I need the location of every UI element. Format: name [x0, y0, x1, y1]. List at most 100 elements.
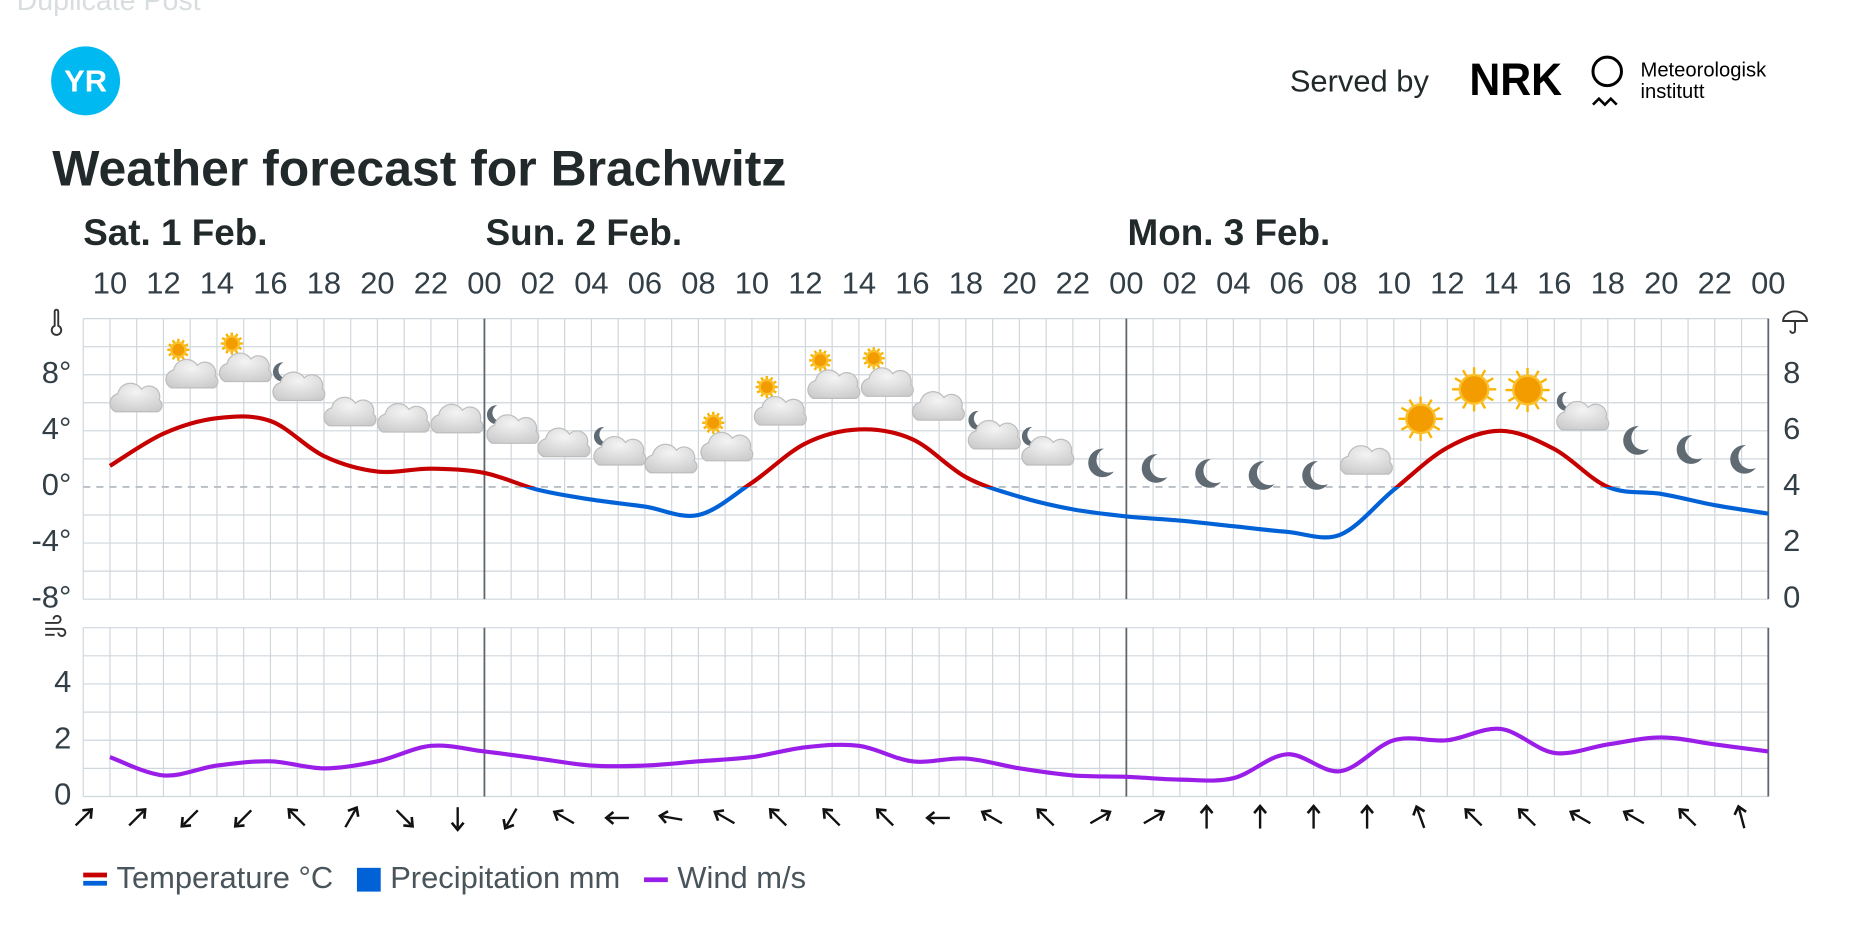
weather-symbol: [376, 403, 431, 433]
y2-tick-label: 8: [1783, 355, 1800, 390]
legend-swatch: [356, 867, 381, 892]
arrow-shaft: [1572, 812, 1591, 825]
weather-symbol: [700, 411, 754, 462]
cloud: [1339, 445, 1393, 475]
wind-arrow: [1733, 804, 1747, 829]
arrow-head: [875, 808, 887, 819]
y-tick-label: -8°: [31, 579, 71, 614]
x-tick-label: 22: [1056, 265, 1090, 300]
weather-symbol: [537, 427, 591, 458]
sun: [704, 414, 722, 432]
weather-symbol: [1451, 367, 1497, 412]
arrow-head: [768, 808, 780, 819]
x-tick-label: 10: [735, 265, 769, 300]
arrow-head: [1517, 808, 1529, 819]
weather-symbol: [1676, 435, 1703, 464]
wind-arrow: [1253, 803, 1268, 829]
cloud: [860, 367, 914, 397]
wind-arrow: [822, 808, 841, 827]
arrow-head: [180, 816, 192, 828]
moon: [1141, 454, 1168, 483]
sun: [865, 349, 883, 367]
arrow-shaft: [395, 809, 412, 826]
sun: [758, 378, 776, 396]
sun: [169, 341, 187, 359]
x-tick-label: 22: [1698, 265, 1732, 300]
arrow-head: [604, 810, 615, 825]
wind-arrow: [657, 810, 683, 824]
arrow-shaft: [1089, 812, 1109, 825]
moon: [486, 405, 505, 425]
weather-symbol: [1556, 391, 1610, 431]
arrow-head: [1199, 803, 1214, 814]
x-tick-label: 14: [842, 265, 876, 300]
weather-symbol: [486, 405, 540, 444]
cloud: [486, 414, 540, 444]
x-tick-label: 10: [93, 265, 127, 300]
moon: [1195, 459, 1221, 488]
arrow-head: [925, 810, 936, 825]
weather-symbol: [1623, 426, 1649, 455]
arrow-head: [552, 809, 564, 822]
x-tick-label: 18: [307, 265, 341, 300]
wind-arrow: [925, 810, 950, 825]
wind-arrow: [74, 808, 94, 827]
x-tick-label: 08: [681, 265, 715, 300]
moon: [968, 410, 986, 430]
weather-symbol: [430, 403, 484, 434]
x-tick-label: 12: [1430, 265, 1464, 300]
cloud: [593, 436, 647, 466]
wind-arrow: [552, 809, 575, 825]
arrow-head: [502, 818, 515, 830]
x-tick-label: 18: [949, 265, 983, 300]
arrow-head: [980, 809, 992, 822]
x-tick-label: 22: [414, 265, 448, 300]
weather-symbol: [593, 426, 647, 466]
y-tick-label: 0°: [42, 467, 72, 502]
x-tick-label: 20: [1644, 265, 1678, 300]
day-label: Sat. 1 Feb.: [83, 212, 267, 253]
x-tick-label: 02: [1163, 265, 1197, 300]
y2-tick-label: 4: [1783, 467, 1800, 502]
weather-symbol: [860, 347, 914, 397]
moon: [1623, 426, 1649, 455]
day-label: Sun. 2 Feb.: [486, 212, 683, 253]
cloud: [430, 403, 484, 434]
arrow-shaft: [662, 815, 683, 821]
arrow-head: [450, 821, 465, 832]
x-tick-label: 02: [521, 265, 555, 300]
moon: [272, 362, 291, 382]
weather-symbol: [753, 375, 807, 426]
arrow-shaft: [1466, 810, 1483, 827]
arrow-head: [1154, 809, 1166, 822]
wind-line: [109, 726, 1769, 783]
weather-symbol: [1141, 454, 1168, 483]
cloud: [109, 382, 163, 413]
arrow-head: [1306, 803, 1321, 814]
chart-title: Weather forecast for Brachwitz: [52, 141, 786, 197]
arrow-head: [233, 816, 245, 828]
weather-symbol: [644, 443, 698, 474]
x-tick-label: 10: [1377, 265, 1411, 300]
moon: [1088, 448, 1114, 478]
wind-arrow: [128, 808, 147, 827]
wind-arrow: [768, 808, 788, 827]
arrow-head: [822, 808, 834, 819]
met-logo: [1591, 55, 1623, 88]
weather-symbol: [272, 362, 326, 402]
wind-arrow: [980, 809, 1003, 825]
arrow-shaft: [983, 812, 1003, 825]
weather-symbol: [218, 332, 272, 383]
weather-symbol: [1195, 459, 1221, 488]
wind-arrow: [1412, 804, 1426, 829]
weather-symbol: [1021, 426, 1075, 466]
cloud: [700, 431, 754, 462]
arrow-head: [347, 805, 360, 817]
met-name: Meteorologisk: [1641, 60, 1768, 82]
y2-tick-label: 2: [1783, 523, 1800, 558]
arrow-shaft: [1680, 810, 1697, 827]
met-logo-wave: [1592, 96, 1618, 107]
